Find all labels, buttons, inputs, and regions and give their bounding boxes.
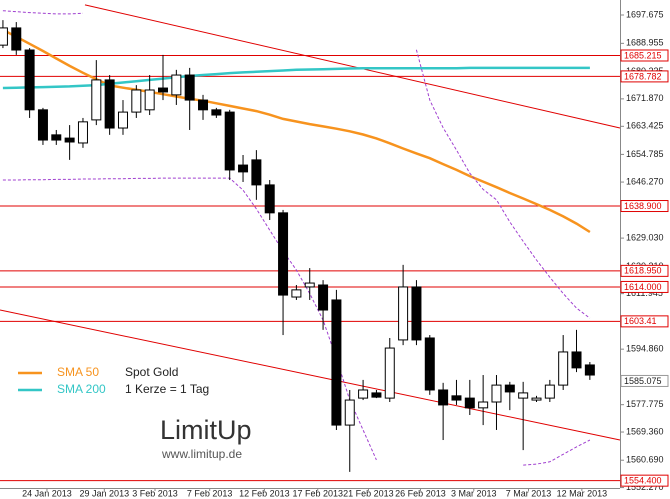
candle-body <box>251 159 262 186</box>
candle-body <box>411 286 422 341</box>
candle-body <box>264 184 275 214</box>
level-label: 1618.950 <box>624 266 662 276</box>
candle-body <box>77 121 88 144</box>
candle-body <box>518 392 529 399</box>
candle-body <box>478 401 489 409</box>
instrument: Spot Gold <box>125 365 178 379</box>
candle-body <box>438 389 449 406</box>
candle-body <box>451 395 462 401</box>
level-label: 1638.900 <box>624 201 662 211</box>
candle-body <box>184 74 195 101</box>
candle-body <box>398 286 409 341</box>
x-tick-label: 29 Jan 2013 <box>80 488 130 498</box>
level-box <box>620 49 669 62</box>
candle-body <box>584 364 595 376</box>
trendline <box>84 4 621 129</box>
candle-body <box>64 137 75 143</box>
x-tick-label: 12 Feb 2013 <box>239 488 290 498</box>
level-label: 1685.215 <box>624 50 662 60</box>
x-tick-label: 17 Feb 2013 <box>292 488 343 498</box>
candle-body <box>144 89 155 111</box>
candle-body <box>171 74 182 96</box>
candle-body <box>384 347 395 399</box>
candle-body <box>464 397 475 409</box>
level-box <box>620 200 669 213</box>
level-box <box>620 315 669 328</box>
candle-body <box>278 212 289 296</box>
candle-body <box>571 351 582 369</box>
candle-body <box>331 299 342 426</box>
y-tick-label: 1611.945 <box>626 288 663 298</box>
y-tick-label: 1697.675 <box>626 9 664 19</box>
candle-body <box>11 27 22 51</box>
y-tick-label: 1560.690 <box>626 455 664 465</box>
candle-body <box>491 384 502 403</box>
candle-body <box>104 79 115 129</box>
y-tick-label: 1569.360 <box>626 426 664 436</box>
y-tick-label: 1646.270 <box>626 176 664 186</box>
candle-body <box>504 384 515 393</box>
candle-body <box>91 79 102 121</box>
candle-body <box>51 134 62 141</box>
candle-body <box>131 89 142 113</box>
x-tick-label: 3 Feb 2013 <box>132 488 178 498</box>
x-tick-label: 3 Mar 2013 <box>451 488 497 498</box>
x-tick-label: 26 Feb 2013 <box>395 488 446 498</box>
level-label: 1678.782 <box>624 71 662 81</box>
level-box <box>620 264 669 277</box>
x-tick-label: 12 Mar 2013 <box>557 488 608 498</box>
candle-body <box>238 164 249 173</box>
y-tick-label: 1577.775 <box>626 399 664 409</box>
candle-body <box>158 87 169 93</box>
x-tick-label: 7 Mar 2013 <box>506 488 552 498</box>
level-box <box>620 474 669 487</box>
candle-body <box>531 397 542 401</box>
level-box <box>620 70 669 83</box>
candle-body <box>24 49 35 111</box>
candle-body <box>358 389 369 399</box>
candle-body <box>291 289 302 298</box>
y-tick-label: 1654.785 <box>626 149 664 159</box>
band-line <box>523 439 591 466</box>
candle-body <box>198 99 209 111</box>
band-line <box>2 10 84 15</box>
logo: LimitUp <box>160 415 252 445</box>
y-tick-label: 1629.030 <box>626 232 664 242</box>
trendline <box>0 309 621 441</box>
level-box <box>620 280 669 293</box>
legend-label: SMA 50 <box>57 365 99 379</box>
y-tick-label: 1552.270 <box>626 482 664 492</box>
candle-body <box>424 337 435 391</box>
candle-body <box>371 392 382 398</box>
candle-body <box>544 384 555 399</box>
last-price-label: 1585.075 <box>624 376 662 386</box>
band-line <box>2 177 377 461</box>
candle-body <box>117 111 128 129</box>
x-tick-label: 21 Feb 2013 <box>343 488 394 498</box>
band-line <box>415 49 591 319</box>
logo-url: www.limitup.de <box>161 447 242 461</box>
candle-body <box>304 282 315 288</box>
level-label: 1603.41 <box>624 316 657 326</box>
plot-area <box>0 4 621 482</box>
x-tick-label: 24 Jan 2013 <box>22 488 72 498</box>
last-price-box <box>620 374 669 387</box>
candle-body <box>558 351 569 386</box>
x-tick-label: 7 Feb 2013 <box>187 488 233 498</box>
note: 1 Kerze = 1 Tag <box>125 382 209 396</box>
candle-body <box>0 27 8 46</box>
level-label: 1614.000 <box>624 282 662 292</box>
y-tick-label: 1594.860 <box>626 344 664 354</box>
candle-body <box>318 284 329 311</box>
level-label: 1554.400 <box>624 476 662 486</box>
candle-body <box>37 109 48 141</box>
legend-label: SMA 200 <box>57 382 106 396</box>
candle-body <box>211 109 222 116</box>
y-tick-label: 1688.955 <box>626 38 664 48</box>
candle-body <box>224 111 235 171</box>
y-tick-label: 1671.870 <box>626 93 664 103</box>
candle-body <box>344 399 355 426</box>
y-tick-label: 1663.425 <box>626 121 664 131</box>
